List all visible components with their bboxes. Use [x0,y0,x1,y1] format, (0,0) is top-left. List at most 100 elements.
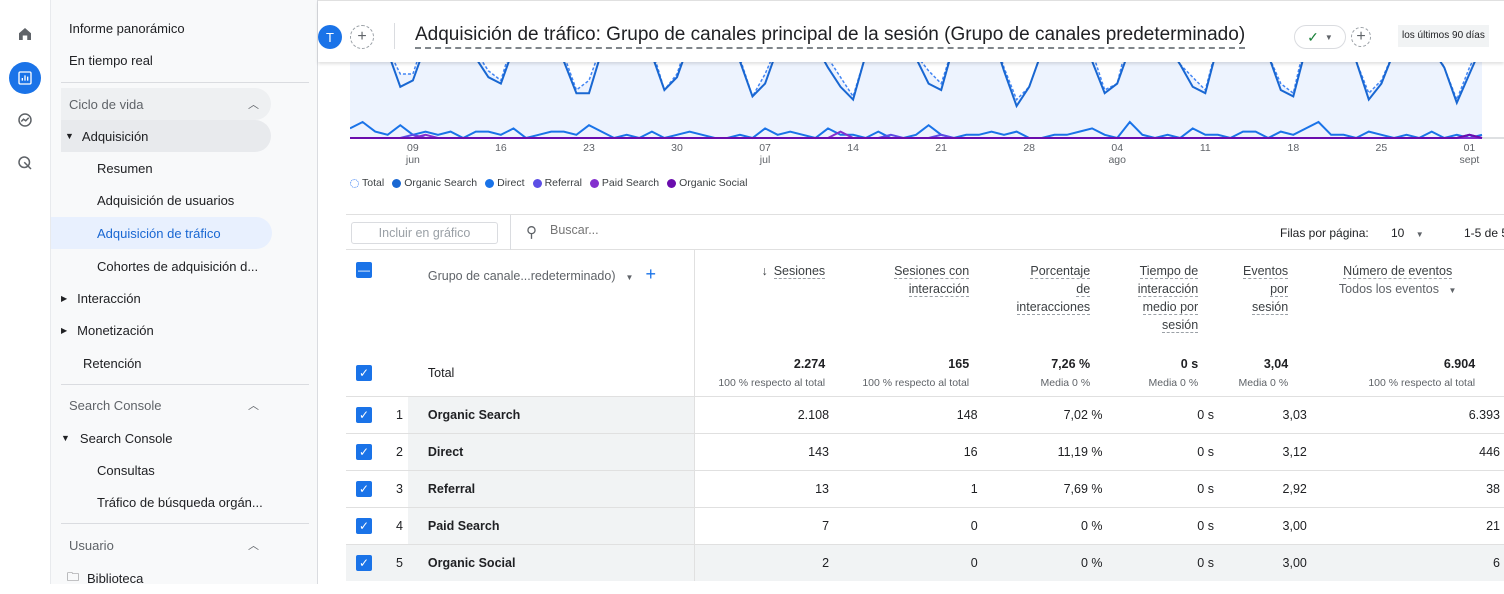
sidebar-item-summary[interactable]: Resumen [97,160,153,176]
table-cell: 446 [1312,432,1504,470]
include-in-chart-button[interactable]: Incluir en gráfico [351,222,498,244]
search-icon: ⚲ [526,224,537,241]
chevron-up-icon: ︿ [248,540,259,552]
folder-icon: 🗀 [67,569,80,584]
sidebar-item-acquisition-cohorts[interactable]: Cohortes de adquisición d... [97,258,259,274]
chart-legend: Total Organic Search Direct Referral Paid Se… [350,177,747,189]
sidebar-item-overview[interactable]: Informe panorámico [69,20,185,36]
column-header[interactable]: Tiempo de interacción medio por sesión [1137,264,1199,333]
sidebar-section-user[interactable]: Usuario ︿ [69,537,259,553]
column-header[interactable]: Número de eventos Todos los eventos ▼ [1294,250,1481,334]
sidebar-item-realtime[interactable]: En tiempo real [69,52,153,68]
rows-per-page-select[interactable]: 10 ▼ [1391,226,1424,240]
divider [61,384,309,385]
dimension-header[interactable]: Grupo de canale...redeterminado) ▼ + [407,250,696,350]
table-cell: 0 s [1108,469,1220,507]
legend-item[interactable]: Organic Social [667,177,747,189]
sort-arrow-icon: ↓ [761,264,768,278]
table-cell: 3,03 [1219,395,1313,433]
checkbox[interactable]: ✓ [356,480,372,497]
chevron-up-icon: ︿ [248,99,259,111]
select-all-checkbox[interactable]: — [356,262,372,278]
sidebar-item-retention[interactable]: Retención [83,355,142,371]
add-button[interactable]: + [1351,27,1371,47]
status-dropdown[interactable]: ✓ ▼ [1294,25,1346,49]
total-cell: 3,04 Media 0 % [1238,356,1289,389]
rows-per-page-label: Filas por página: [1280,226,1369,240]
add-comparison-button[interactable]: + [350,25,374,49]
sidebar-item-acquisition[interactable]: ▼ Adquisición [61,120,271,152]
table-row[interactable]: ✓ 5 Organic Social 2 0 0 % 0 s 3,00 6 [346,543,1504,581]
column-header[interactable]: ↓ Sesiones [761,264,826,279]
caret-down-icon: ▼ [1448,286,1457,295]
table-cell: 2.108 [694,395,836,433]
avatar[interactable]: T [318,25,342,49]
sidebar-item-organic-search-traffic[interactable]: Tráfico de búsqueda orgán... [97,494,263,510]
table-cell: 0 s [1108,395,1220,433]
table-cell: 0 [835,543,984,581]
legend-item[interactable]: Referral [532,177,582,189]
add-dimension-icon[interactable]: + [645,264,656,284]
sidebar-item-monetization[interactable]: ▶ Monetización [61,322,154,338]
table-row[interactable]: ✓ 1 Organic Search 2.108 148 7,02 % 0 s 3,03 6.3… [346,395,1504,433]
sidebar-item-user-acquisition[interactable]: Adquisición de usuarios [97,192,235,208]
column-header[interactable]: Porcentaje de interacciones [1016,264,1091,315]
table-row[interactable]: ✓ 3 Referral 13 1 7,69 % 0 s 2,92 38 [346,469,1504,507]
caret-down-icon: ▼ [65,131,74,141]
table-cell: 3,00 [1219,506,1313,544]
checkbox[interactable]: ✓ [356,364,372,381]
sidebar-item-traffic-acquisition[interactable]: Adquisición de tráfico [51,217,272,249]
total-cell: 165 100 % respecto al total [862,356,970,389]
caret-right-icon: ▶ [61,293,68,303]
explore-icon[interactable] [9,104,41,136]
sidebar-item-queries[interactable]: Consultas [97,462,155,478]
table-cell: 11,19 % [983,432,1109,470]
sidebar-item-search-console[interactable]: ▼ Search Console [61,430,173,446]
divider [394,23,395,49]
table-cell: 3,12 [1219,432,1313,470]
table-cell: 21 [1312,506,1504,544]
table-row[interactable]: ✓ 2 Direct 143 16 11,19 % 0 s 3,12 446 [346,432,1504,470]
checkbox[interactable]: ✓ [356,406,372,423]
checkbox[interactable]: ✓ [356,554,372,571]
sidebar-item-library[interactable]: 🗀 Biblioteca [67,562,143,594]
search-input[interactable] [550,223,850,237]
home-icon[interactable] [9,18,41,50]
sidebar-section-search-console[interactable]: Search Console ︿ [69,397,259,413]
check-circle-icon: ✓ [1307,28,1319,45]
advertising-icon[interactable] [9,147,41,179]
column-header[interactable]: Sesiones con interacción [894,264,970,297]
sidebar-section-lifecycle[interactable]: Ciclo de vida ︿ [61,88,271,120]
checkbox[interactable]: ✓ [356,517,372,534]
total-area [350,62,1482,138]
channel-name: Referral [407,469,696,507]
chart-svg [350,62,1504,140]
legend-item[interactable]: Organic Search [392,177,477,189]
legend-dot-icon [392,178,402,188]
total-row: ✓ Total 2.274 100 % respecto al total 165 1… [346,350,1504,396]
total-cell: 2.274 100 % respecto al total [718,356,826,389]
x-tick-label: 09 jun [405,142,420,166]
x-tick-label: 11 [1199,142,1211,154]
legend-item[interactable]: Direct [485,177,525,189]
column-header[interactable]: Eventos por sesión [1242,264,1289,315]
legend-item[interactable]: Paid Search [589,177,659,189]
select-all-cell: — [346,250,408,350]
table-cell: 2 [694,543,836,581]
caret-down-icon: ▼ [1324,32,1333,42]
page-title[interactable]: Adquisición de tráfico: Grupo de canales… [415,23,1246,49]
legend-dot-icon [485,178,495,188]
table-cell: 0 [835,506,984,544]
legend-item[interactable]: Total [350,177,384,189]
date-range[interactable]: los últimos 90 días [1398,25,1489,47]
table-cell: 6.393 [1312,395,1504,433]
channel-name: Paid Search [407,506,696,544]
caret-down-icon: ▼ [61,433,70,443]
table-row[interactable]: ✓ 4 Paid Search 7 0 0 % 0 s 3,00 21 [346,506,1504,544]
sidebar-item-engagement[interactable]: ▶ Interacción [61,290,141,306]
table-cell: 38 [1312,469,1504,507]
event-selector[interactable]: Todos los eventos ▼ [1338,282,1457,296]
reports-icon[interactable] [9,62,41,94]
checkbox[interactable]: ✓ [356,443,372,460]
total-label: Total [407,350,696,396]
